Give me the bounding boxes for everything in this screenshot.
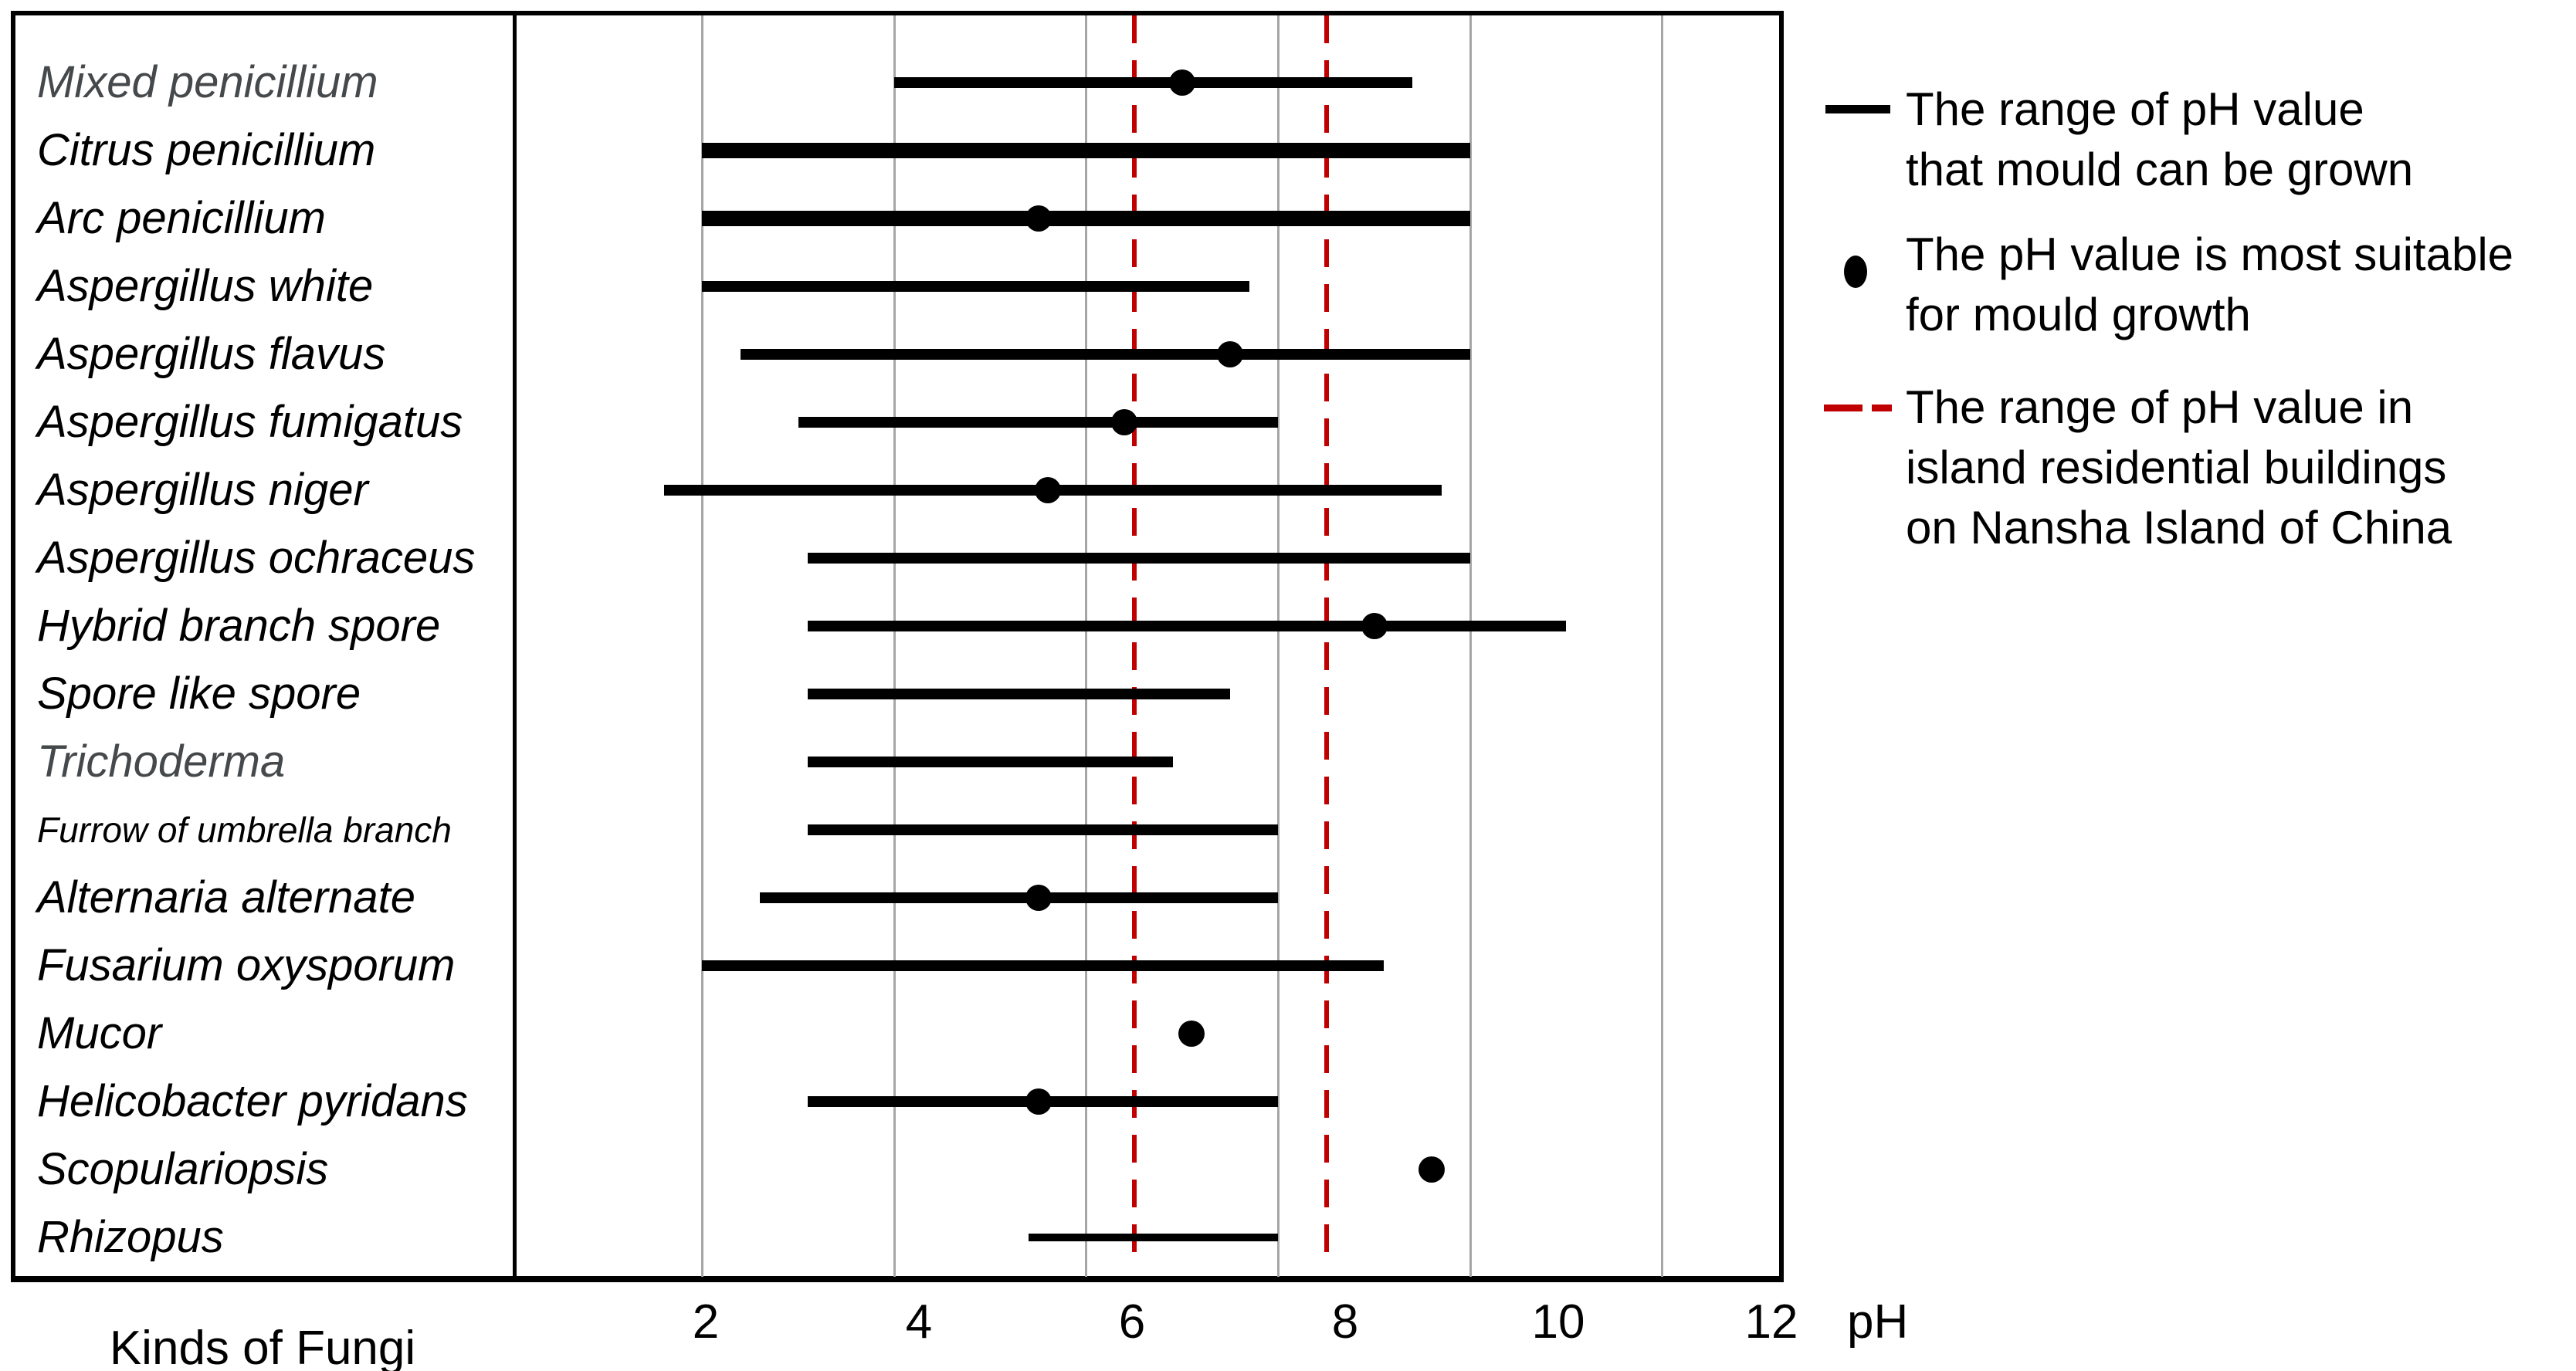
optimum-ph-dot: [1418, 1156, 1446, 1183]
gridline-ph-6: [1085, 15, 1088, 1277]
optimum-ph-dot: [1169, 69, 1196, 96]
gridline-ph-8: [1276, 15, 1280, 1277]
legend-item-range-line1: The range of pH value: [1906, 83, 2364, 135]
optimum-ph-dot: [1025, 1088, 1052, 1115]
ph-range-line: [702, 211, 1471, 226]
ph-range-line: [702, 281, 1250, 292]
ph-range-line: [798, 417, 1279, 428]
ph-range-line: [808, 757, 1173, 767]
plot-area-box: [11, 11, 1784, 1282]
optimum-ph-dot: [1034, 477, 1061, 503]
red-dashed-swatch-short: [1872, 405, 1892, 411]
solid-line-swatch: [1825, 105, 1890, 113]
ph-range-line: [1029, 1234, 1279, 1241]
x-tick-label-4: 4: [905, 1295, 933, 1349]
fungus-label: Scopulariopsis: [37, 1144, 329, 1194]
fungus-label: Trichoderma: [37, 736, 286, 787]
x-tick-label-8: 8: [1331, 1295, 1359, 1349]
legend: The range of pH value that mould can be …: [1815, 0, 2576, 695]
x-tick-label-12: 12: [1744, 1295, 1798, 1349]
legend-item-optimum: The pH value is most suitable for mould …: [1815, 225, 2576, 348]
fungus-label: Rhizopus: [37, 1212, 224, 1262]
x-axis-title: pH: [1847, 1295, 1909, 1349]
fungus-label: Arc penicillium: [37, 193, 326, 243]
ph-range-line: [702, 960, 1385, 971]
fungus-label: Aspergillus flavus: [37, 329, 386, 379]
ph-range-line: [702, 143, 1471, 158]
ph-range-line: [808, 621, 1567, 631]
ph-range-line: [808, 824, 1279, 835]
fungus-label: Aspergillus niger: [37, 465, 368, 515]
ph-range-line: [808, 689, 1231, 699]
red-dashed-swatch: [1824, 405, 1863, 411]
fungus-label: Aspergillus ochraceus: [37, 533, 476, 583]
ph-range-line: [759, 892, 1279, 903]
fungus-label: Mixed penicillium: [37, 57, 378, 107]
optimum-ph-dot: [1361, 613, 1388, 639]
dot-swatch: [1844, 256, 1867, 288]
optimum-ph-dot: [1178, 1021, 1205, 1047]
fungus-label: Aspergillus fumigatus: [37, 397, 463, 447]
gridline-ph-2: [700, 15, 703, 1277]
fungus-label: Fusarium oxysporum: [37, 940, 456, 990]
x-tick-label-6: 6: [1118, 1295, 1146, 1349]
legend-item-building-line2: island residential buildings: [1906, 442, 2447, 493]
ph-range-line: [808, 553, 1471, 564]
gridline-ph-4: [893, 15, 896, 1277]
optimum-ph-dot: [1025, 205, 1052, 232]
fungus-label: Aspergillus white: [37, 261, 374, 311]
legend-item-building-range: The range of pH value in island resident…: [1815, 377, 2576, 563]
legend-item-optimum-line1: The pH value is most suitable: [1906, 228, 2514, 280]
legend-item-optimum-line2: for mould growth: [1906, 289, 2251, 340]
building-ph-reference-line: [1131, 15, 1137, 1266]
ph-range-line: [741, 349, 1471, 360]
x-tick-label-10: 10: [1531, 1295, 1585, 1349]
label-plot-separator-line: [513, 11, 517, 1279]
fungus-label: Hybrid branch spore: [37, 601, 441, 651]
fungus-label: Spore like spore: [37, 669, 361, 719]
gridline-ph-12: [1661, 15, 1664, 1277]
optimum-ph-dot: [1217, 341, 1244, 367]
fungus-label: Helicobacter pyridans: [37, 1076, 468, 1126]
x-tick-label-2: 2: [692, 1295, 720, 1349]
category-axis-title: Kinds of Fungi: [109, 1322, 416, 1371]
legend-item-building-line3: on Nansha Island of China: [1906, 502, 2452, 553]
legend-item-range-line2: that mould can be grown: [1906, 144, 2414, 195]
legend-item-building-line1: The range of pH value in: [1906, 381, 2414, 433]
legend-item-range: The range of pH value that mould can be …: [1815, 80, 2576, 203]
optimum-ph-dot: [1111, 409, 1138, 435]
fungus-label: Citrus penicillium: [37, 125, 376, 175]
gridline-ph-10: [1469, 15, 1472, 1277]
fungus-label: Alternaria alternate: [37, 872, 416, 922]
fungus-label: Furrow of umbrella branch: [37, 810, 452, 850]
building-ph-reference-line: [1324, 15, 1329, 1266]
optimum-ph-dot: [1025, 885, 1052, 911]
fungus-label: Mucor: [37, 1008, 162, 1058]
ph-range-line: [894, 77, 1413, 88]
